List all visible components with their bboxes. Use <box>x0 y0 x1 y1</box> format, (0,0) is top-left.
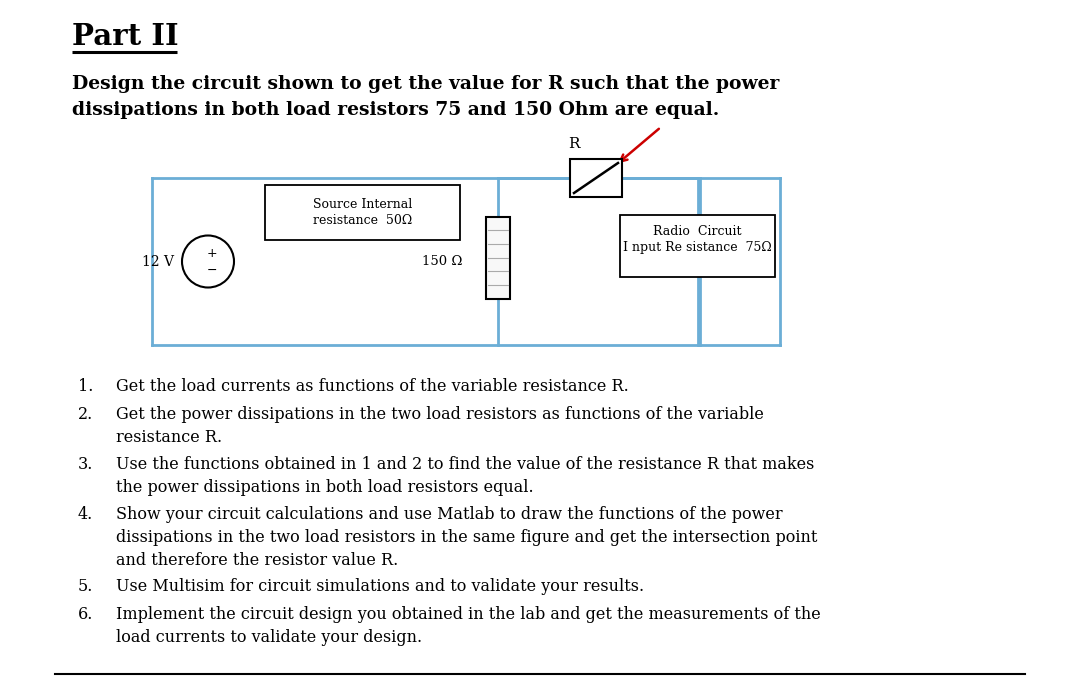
Text: Show your circuit calculations and use Matlab to draw the functions of the power: Show your circuit calculations and use M… <box>116 506 818 569</box>
Text: Use the functions obtained in 1 and 2 to find the value of the resistance R that: Use the functions obtained in 1 and 2 to… <box>116 456 814 496</box>
Text: Source Internal: Source Internal <box>313 198 413 211</box>
Text: dissipations in both load resistors 75 and 150 Ohm are equal.: dissipations in both load resistors 75 a… <box>72 101 719 119</box>
Bar <box>265 185 460 240</box>
Text: 2.: 2. <box>78 406 93 423</box>
Text: Use Multisim for circuit simulations and to validate your results.: Use Multisim for circuit simulations and… <box>116 578 644 595</box>
Text: +: + <box>206 247 217 260</box>
Text: 150 Ω: 150 Ω <box>421 255 462 268</box>
Text: −: − <box>206 264 217 277</box>
Bar <box>486 217 510 299</box>
Text: Implement the circuit design you obtained in the lab and get the measurements of: Implement the circuit design you obtaine… <box>116 606 821 646</box>
Text: R: R <box>568 137 580 151</box>
Text: Part II: Part II <box>72 22 178 51</box>
Text: 6.: 6. <box>78 606 93 623</box>
Text: Radio  Circuit: Radio Circuit <box>653 225 742 238</box>
Text: 4.: 4. <box>78 506 93 523</box>
Text: Get the power dissipations in the two load resistors as functions of the variabl: Get the power dissipations in the two lo… <box>116 406 764 446</box>
Text: Get the load currents as functions of the variable resistance R.: Get the load currents as functions of th… <box>116 378 629 395</box>
Text: 12 V: 12 V <box>141 255 174 268</box>
Text: 3.: 3. <box>78 456 93 473</box>
Text: resistance  50Ω: resistance 50Ω <box>313 214 413 227</box>
Text: I nput Re sistance  75Ω: I nput Re sistance 75Ω <box>623 241 772 254</box>
Text: 1.: 1. <box>78 378 93 395</box>
Text: 5.: 5. <box>78 578 93 595</box>
Bar <box>620 215 775 277</box>
Bar <box>570 159 622 197</box>
Text: Design the circuit shown to get the value for R such that the power: Design the circuit shown to get the valu… <box>72 75 780 93</box>
